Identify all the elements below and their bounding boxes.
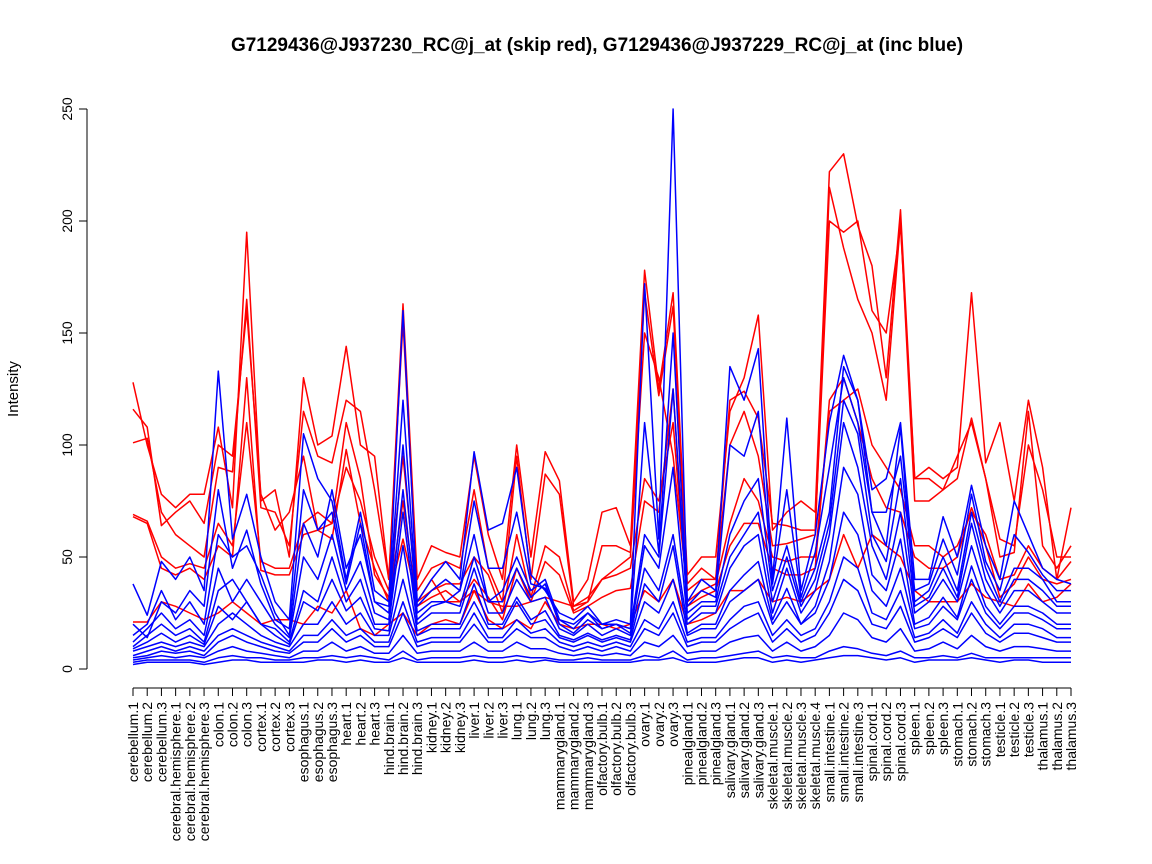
x-tick-label: esophagus.3 (324, 702, 340, 782)
x-tick-label: olfactory.bulb.1 (594, 702, 610, 796)
x-tick-label: spleen.2 (921, 702, 937, 755)
x-tick-label: cerebral.hemisphere.1 (168, 702, 184, 842)
x-tick-label: mammarygland.3 (580, 702, 596, 810)
x-tick-label: thalamus.1 (1035, 702, 1051, 771)
y-tick-label: 150 (59, 321, 75, 345)
x-tick-label: hind.brain.3 (409, 702, 425, 775)
x-tick-label: small.intestine.3 (850, 702, 866, 803)
x-tick-label: salivary.gland.2 (736, 702, 752, 798)
x-tick-label: testicle.3 (1020, 702, 1036, 757)
blue-series-line-15 (132, 399, 1071, 643)
x-tick-label: kidney.1 (423, 702, 439, 753)
x-tick-label: pinealgland.3 (708, 702, 724, 786)
y-tick-label: 250 (59, 97, 75, 121)
x-tick-label: skeletal.muscle.3 (793, 702, 809, 810)
red-series-line-5 (132, 377, 1072, 621)
x-tick-label: colon.2 (224, 702, 240, 747)
x-tick-label: skeletal.muscle.1 (765, 702, 781, 810)
x-tick-label: cerebellum.1 (125, 702, 141, 782)
x-tick-label: esophagus.2 (310, 702, 326, 782)
x-tick-label: colon.1 (210, 702, 226, 747)
x-tick-label: cortex.3 (281, 702, 297, 752)
x-tick-label: lung.1 (509, 702, 525, 740)
blue-series-line-17 (132, 332, 1071, 639)
x-tick-label: cerebellum.3 (153, 702, 169, 782)
x-tick-label: ovary.1 (637, 702, 653, 747)
x-tick-label: stomach.2 (964, 702, 980, 767)
y-axis: 0 50 100 150 200 250 (59, 97, 88, 673)
blue-series-line-10 (132, 511, 1071, 652)
x-tick-label: mammarygland.1 (551, 702, 567, 810)
x-tick-label: ovary.3 (665, 702, 681, 747)
red-series-line-3 (132, 186, 1072, 608)
x-tick-label: spinal.cord.1 (864, 702, 880, 782)
x-tick-label: skeletal.muscle.4 (807, 702, 823, 810)
blue-series-line-13 (132, 645, 1071, 664)
x-tick-label: liver.3 (495, 702, 511, 739)
x-tick-label: colon.3 (239, 702, 255, 747)
x-tick-label: spleen.1 (907, 702, 923, 755)
x-tick-label: cortex.1 (253, 702, 269, 752)
x-tick-label: testicle.2 (1006, 702, 1022, 757)
y-tick-label: 50 (59, 549, 75, 565)
x-tick-label: pinealgland.1 (679, 702, 695, 786)
red-series-line-6 (133, 533, 1072, 637)
blue-series-line-11 (132, 578, 1071, 659)
x-tick-label: salivary.gland.1 (722, 702, 738, 798)
x-tick-label: liver.2 (480, 702, 496, 739)
x-tick-label: mammarygland.2 (566, 702, 582, 810)
y-tick-label: 100 (59, 433, 75, 457)
x-tick-label: hind.brain.1 (381, 702, 397, 775)
blue-series-line-18 (132, 466, 1071, 650)
x-tick-label: spinal.cord.2 (878, 702, 894, 782)
x-tick-label: olfactory.bulb.3 (622, 702, 638, 796)
x-tick-label: heart.1 (338, 702, 354, 746)
x-tick-label: salivary.gland.3 (750, 702, 766, 798)
x-tick-label: thalamus.2 (1049, 702, 1065, 771)
x-tick-label: stomach.1 (949, 702, 965, 767)
x-tick-label: esophagus.1 (296, 702, 312, 782)
red-series-line-4 (132, 388, 1072, 614)
x-tick-label: hind.brain.2 (395, 702, 411, 775)
x-tick-label: cortex.2 (267, 702, 283, 752)
x-tick-label: heart.2 (352, 702, 368, 746)
y-axis-label: Intensity (5, 361, 22, 417)
x-tick-label: spinal.cord.3 (892, 702, 908, 782)
x-tick-label: small.intestine.1 (821, 702, 837, 803)
red-series-line-1 (132, 153, 1072, 603)
x-tick-label: liver.1 (466, 702, 482, 739)
y-tick-label: 200 (59, 209, 75, 233)
x-tick-label: spleen.3 (935, 702, 951, 755)
x-tick-label: cerebral.hemisphere.2 (182, 702, 198, 842)
x-tick-label: skeletal.muscle.2 (779, 702, 795, 810)
x-tick-label: pinealgland.2 (693, 702, 709, 786)
x-tick-label: lung.3 (537, 702, 553, 740)
blue-series-line-9 (132, 421, 1071, 648)
red-series-line-2 (132, 220, 1071, 608)
x-tick-label: kidney.3 (452, 702, 468, 753)
x-tick-label: lung.2 (523, 702, 539, 740)
x-tick-label: heart.3 (367, 702, 383, 746)
blue-series-line-14 (132, 654, 1071, 666)
series-layer (132, 108, 1072, 666)
x-tick-label: stomach.3 (978, 702, 994, 767)
x-tick-label: small.intestine.2 (836, 702, 852, 803)
blue-series-line-12 (132, 612, 1071, 661)
x-tick-label: olfactory.bulb.2 (608, 702, 624, 796)
x-tick-label: cerebral.hemisphere.3 (196, 702, 212, 842)
x-tick-label: thalamus.3 (1063, 702, 1079, 771)
x-tick-label: kidney.2 (438, 702, 454, 753)
chart-title: G7129436@J937230_RC@j_at (skip red), G71… (231, 35, 963, 56)
x-tick-label: testicle.1 (992, 702, 1008, 757)
x-tick-label: cerebellum.2 (139, 702, 155, 782)
blue-series-line-16 (132, 556, 1071, 657)
x-tick-label: ovary.2 (651, 702, 667, 747)
x-axis: cerebellum.1cerebellum.2cerebellum.3cere… (125, 687, 1079, 842)
y-tick-label: 0 (59, 665, 75, 673)
